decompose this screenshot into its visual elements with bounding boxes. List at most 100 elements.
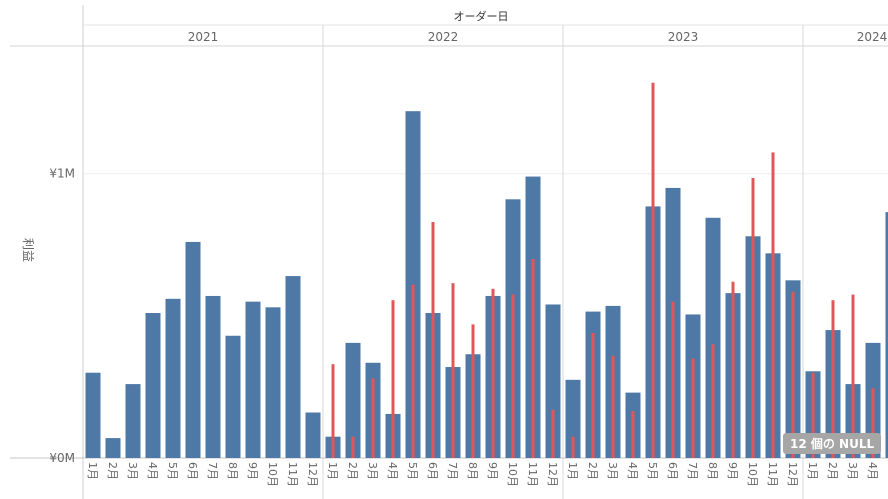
line-bar[interactable] xyxy=(551,409,555,458)
line-bar[interactable] xyxy=(431,222,435,458)
line-bar[interactable] xyxy=(631,411,635,458)
x-tick-label: 8月 xyxy=(226,462,239,480)
line-bar[interactable] xyxy=(451,283,455,458)
x-tick-label: 6月 xyxy=(426,462,439,480)
bar[interactable] xyxy=(245,301,261,458)
line-bar[interactable] xyxy=(351,436,355,458)
x-tick-label: 9月 xyxy=(726,462,739,480)
bar[interactable] xyxy=(165,298,181,458)
line-bar[interactable] xyxy=(671,301,675,458)
bar[interactable] xyxy=(285,276,301,458)
x-tick-label: 11月 xyxy=(286,462,299,487)
x-tick-label: 5月 xyxy=(646,462,659,480)
x-tick-label: 11月 xyxy=(766,462,779,487)
bar[interactable] xyxy=(305,412,321,458)
line-bar[interactable] xyxy=(771,152,775,458)
line-bar[interactable] xyxy=(591,332,595,458)
year-label: 2024 xyxy=(857,30,888,44)
bar[interactable] xyxy=(205,295,221,458)
x-tick-label: 8月 xyxy=(466,462,479,480)
x-tick-label: 1月 xyxy=(806,462,819,480)
x-axis: 1月 2月 3月 4月 5月 6月 7月 8月 9月 10月 11月 12月 1月 2月 3月 4月 5月 6月 7… xyxy=(86,462,879,487)
line-bar[interactable] xyxy=(871,388,875,458)
bar[interactable] xyxy=(125,384,141,458)
line-bar[interactable] xyxy=(711,344,715,458)
bar[interactable] xyxy=(225,335,241,458)
x-tick-label: 3月 xyxy=(606,462,619,480)
y-tick-label: ¥1M xyxy=(49,167,75,181)
x-tick-label: 3月 xyxy=(126,462,139,480)
null-count-badge[interactable]: 12 個の NULL xyxy=(783,433,882,454)
y-tick-label: ¥0M xyxy=(49,451,75,465)
bar[interactable] xyxy=(345,342,361,458)
line-bar[interactable] xyxy=(411,284,415,458)
line-bar[interactable] xyxy=(651,82,655,458)
x-tick-label: 2月 xyxy=(346,462,359,480)
bar[interactable] xyxy=(105,438,121,458)
line-bar[interactable] xyxy=(611,355,615,458)
x-tick-label: 6月 xyxy=(666,462,679,480)
gridlines xyxy=(10,5,888,499)
x-tick-label: 7月 xyxy=(206,462,219,480)
x-tick-label: 2月 xyxy=(826,462,839,480)
x-tick-label: 10月 xyxy=(506,462,519,487)
x-tick-label: 3月 xyxy=(846,462,859,480)
x-tick-label: 9月 xyxy=(486,462,499,480)
y-axis: 利益 ¥0M ¥1M xyxy=(21,167,75,465)
bar[interactable] xyxy=(85,372,101,458)
x-tick-label: 2月 xyxy=(106,462,119,480)
line-bar[interactable] xyxy=(831,300,835,458)
x-tick-label: 6月 xyxy=(186,462,199,480)
x-tick-label: 7月 xyxy=(446,462,459,480)
x-tick-label: 4月 xyxy=(386,462,399,480)
y-axis-label: 利益 xyxy=(21,238,35,262)
line-bar[interactable] xyxy=(811,372,815,458)
line-bar[interactable] xyxy=(391,300,395,458)
bar[interactable] xyxy=(565,379,581,458)
x-tick-label: 1月 xyxy=(326,462,339,480)
x-tick-label: 11月 xyxy=(526,462,539,487)
x-tick-label: 9月 xyxy=(246,462,259,480)
x-tick-label: 2月 xyxy=(586,462,599,480)
bar[interactable] xyxy=(265,307,281,458)
x-tick-label: 4月 xyxy=(626,462,639,480)
line-bar[interactable] xyxy=(471,324,475,458)
x-tick-label: 8月 xyxy=(706,462,719,480)
x-tick-label: 12月 xyxy=(786,462,799,487)
x-tick-label: 1月 xyxy=(86,462,99,480)
x-tick-label: 5月 xyxy=(406,462,419,480)
line-bar[interactable] xyxy=(751,177,755,458)
year-label: 2023 xyxy=(668,30,699,44)
bar[interactable] xyxy=(145,313,161,458)
column-header: オーダー日 2021 2022 2023 2024 xyxy=(188,9,888,44)
line-bar[interactable] xyxy=(511,294,515,458)
line-bar[interactable] xyxy=(331,364,335,458)
x-tick-label: 5月 xyxy=(166,462,179,480)
bar[interactable] xyxy=(885,212,888,458)
x-tick-label: 7月 xyxy=(686,462,699,480)
x-tick-label: 4月 xyxy=(866,462,879,480)
line-bar[interactable] xyxy=(791,291,795,458)
x-tick-label: 12月 xyxy=(546,462,559,487)
x-tick-label: 10月 xyxy=(746,462,759,487)
year-label: 2022 xyxy=(428,30,459,44)
x-tick-label: 10月 xyxy=(266,462,279,487)
line-bar[interactable] xyxy=(491,288,495,458)
bar[interactable] xyxy=(705,217,721,458)
line-bar[interactable] xyxy=(851,294,855,458)
column-header-title: オーダー日 xyxy=(454,9,509,23)
line-bar[interactable] xyxy=(531,259,535,458)
bar[interactable] xyxy=(185,241,201,458)
x-tick-label: 3月 xyxy=(366,462,379,480)
line-series xyxy=(331,82,875,459)
bar[interactable] xyxy=(545,304,561,458)
line-bar[interactable] xyxy=(371,378,375,458)
line-bar[interactable] xyxy=(571,436,575,458)
line-bar[interactable] xyxy=(691,358,695,459)
x-tick-label: 12月 xyxy=(306,462,319,487)
line-bar[interactable] xyxy=(731,281,735,458)
bar-series xyxy=(85,111,888,459)
x-tick-label: 1月 xyxy=(566,462,579,480)
